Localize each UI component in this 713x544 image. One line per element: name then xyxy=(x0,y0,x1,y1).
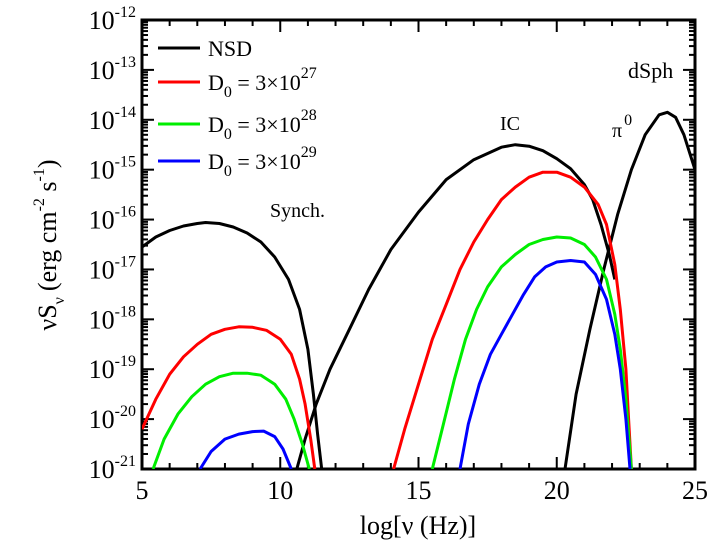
y-tick-label: 10-12 xyxy=(89,4,136,35)
series-lines xyxy=(142,110,695,469)
y-tick-label: 10-15 xyxy=(89,154,136,185)
series-1-line-0 xyxy=(142,325,317,469)
y-tick-label: 10-21 xyxy=(89,453,136,484)
legend-entry-d0-28: D0 = 3×1028 xyxy=(158,107,317,143)
y-tick-label: 10-20 xyxy=(89,403,136,434)
y-axis-sub: ν xyxy=(51,297,68,304)
series-3-line-0 xyxy=(198,429,293,469)
legend-entry-d0-29: D0 = 3×1029 xyxy=(158,144,317,180)
annotation-synch: Synch. xyxy=(270,200,325,222)
y-tick-label: 10-17 xyxy=(89,253,136,284)
series-3-line-1 xyxy=(458,259,632,469)
y-tick-labels: 10-21 10-20 10-19 10-18 10-17 10-16 10-15 10-14… xyxy=(89,4,136,484)
x-tick-label: 25 xyxy=(682,476,708,505)
legend-entry-d0-27: D0 = 3×1027 xyxy=(158,65,317,101)
y-axis-exp2: -1 xyxy=(31,168,48,181)
legend-label-d0-29: D0 = 3×1029 xyxy=(208,144,317,180)
series-1-line-1 xyxy=(392,170,633,469)
y-axis-main: νS xyxy=(33,304,62,330)
legend-label-d0-27: D0 = 3×1027 xyxy=(208,65,317,101)
legend-label-d0-28: D0 = 3×1028 xyxy=(208,107,317,143)
y-tick-label: 10-19 xyxy=(89,353,136,384)
y-axis-mid: s xyxy=(33,181,62,198)
annotation-ic: IC xyxy=(500,113,520,135)
x-tick-label: 5 xyxy=(136,476,149,505)
y-axis-end: ) xyxy=(33,159,62,168)
y-tick-label: 10-16 xyxy=(89,204,136,235)
legend-label-nsd: NSD xyxy=(208,36,252,61)
series-0-line-0 xyxy=(142,221,324,469)
series-0-line-1 xyxy=(295,143,617,469)
y-axis-exp1: -2 xyxy=(31,198,48,211)
annotation-dsph: dSph xyxy=(628,58,673,83)
series-2-line-0 xyxy=(151,371,311,469)
y-axis-unit: (erg cm xyxy=(33,211,62,291)
y-axis-title: νSν (erg cm-2 s-1) xyxy=(31,159,68,330)
y-tick-label: 10-18 xyxy=(89,303,136,334)
legend: NSD D0 = 3×1027 D0 = 3×1028 D0 = 3×1029 xyxy=(158,36,317,180)
x-tick-label: 15 xyxy=(406,476,432,505)
x-tick-label: 10 xyxy=(267,476,293,505)
series-2-line-1 xyxy=(430,235,633,469)
y-tick-label: 10-13 xyxy=(89,54,136,85)
series-0-line-2 xyxy=(563,110,695,469)
x-tick-labels: 5 10 15 20 25 xyxy=(136,476,709,505)
x-axis-title: log[ν (Hz)] xyxy=(360,511,476,540)
y-tick-label: 10-14 xyxy=(89,104,136,135)
x-tick-label: 20 xyxy=(544,476,570,505)
legend-entry-nsd: NSD xyxy=(158,36,252,61)
